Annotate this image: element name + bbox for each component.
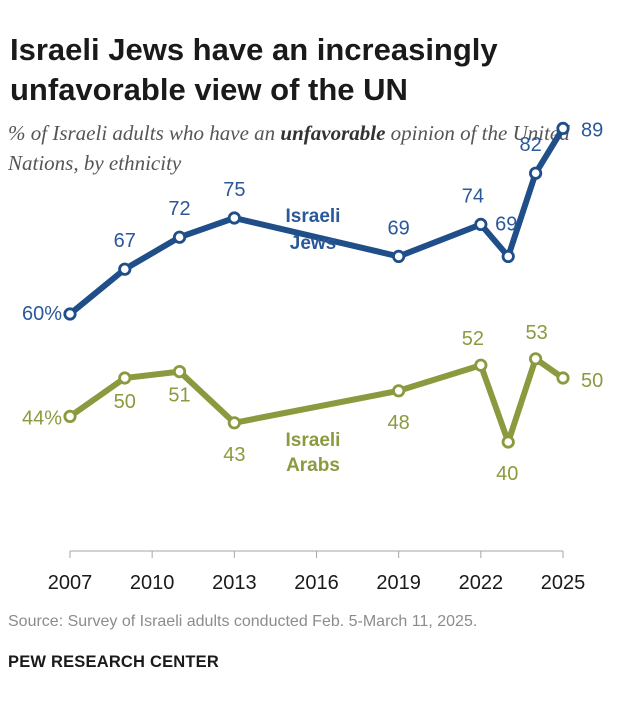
israeli-arabs-point-2024: [529, 352, 543, 366]
x-tick-label-2007: 2007: [48, 572, 93, 594]
israeli-jews-point-2019: [392, 249, 406, 263]
x-tick-label-2013: 2013: [212, 572, 257, 594]
israeli-jews-point-2023: [501, 249, 515, 263]
israeli-arabs-value-label-2025: 50: [581, 370, 603, 392]
subtitle-prefix: % of Israeli adults who have an: [8, 121, 281, 145]
israeli-jews-value-label-2019: 69: [388, 217, 410, 239]
israeli-arabs-point-2025: [556, 371, 570, 385]
israeli-arabs-point-2011: [172, 364, 187, 379]
israeli-arabs-series-label-line-2: Arabs: [286, 455, 340, 476]
subtitle-suffix: opinion of the United Nations, by ethnic…: [8, 121, 570, 175]
israeli-arabs-value-label-2009: 50: [114, 391, 136, 413]
israeli-jews-point-2011: [172, 230, 187, 244]
source-note: Source: Survey of Israeli adults conduct…: [8, 613, 478, 630]
israeli-arabs-point-2013: [227, 416, 241, 430]
series-lines: [67, 125, 566, 445]
israeli-jews-point-2024: [529, 166, 543, 180]
x-tick-label-2010: 2010: [130, 572, 175, 594]
x-tick-label-2025: 2025: [541, 572, 586, 594]
israeli-jews-series-label-line-2: Jews: [290, 233, 336, 254]
israeli-jews-value-label-2013: 75: [223, 179, 245, 201]
israeli-jews-value-label-2025: 89: [581, 119, 603, 141]
x-tick-label-2022: 2022: [459, 572, 504, 594]
israeli-arabs-value-label-2022: 52: [462, 328, 484, 350]
israeli-jews-value-label-2022: 74: [462, 185, 484, 207]
chart-subtitle: % of Israeli adults who have an unfavora…: [8, 118, 613, 178]
subtitle-emphasis: unfavorable: [280, 121, 386, 145]
x-tick-label-2019: 2019: [376, 572, 421, 594]
x-tick-label-2016: 2016: [294, 572, 339, 594]
line-chart: 2007 2010 2013 2016 2019 2022 2025 60% 67 72 75 69…: [22, 119, 603, 594]
israeli-arabs-value-label-2024: 53: [525, 322, 547, 344]
israeli-arabs-value-label-2023: 40: [496, 463, 518, 485]
israeli-arabs-point-2007: [63, 409, 77, 423]
israeli-jews-point-2022: [474, 217, 488, 231]
israeli-arabs-point-2022: [474, 358, 488, 372]
x-axis: 2007 2010 2013 2016 2019 2022 2025: [48, 550, 586, 594]
israeli-arabs-value-label-2019: 48: [388, 412, 410, 434]
data-labels: 60% 67 72 75 69 74 69 82 89 Israeli Jews 44% 50 51 43 4…: [22, 119, 603, 485]
israeli-jews-point-2007: [63, 307, 77, 321]
israeli-jews-value-label-2024: 82: [519, 134, 541, 156]
israeli-jews-value-label-2023: 69: [495, 213, 517, 235]
israeli-arabs-value-label-2007: 44%: [22, 407, 62, 429]
israeli-arabs-point-2023: [501, 435, 515, 449]
israeli-jews-point-2013: [227, 211, 241, 225]
israeli-arabs-value-label-2011: 51: [168, 385, 190, 407]
israeli-jews-value-label-2009: 67: [114, 230, 136, 252]
israeli-jews-value-label-2011: 72: [168, 198, 190, 220]
israeli-jews-value-label-2007: 60%: [22, 303, 62, 325]
pew-logo-text: PEW RESEARCH CENTER: [8, 653, 219, 671]
israeli-arabs-series-label-line-1: Israeli: [286, 430, 341, 451]
israeli-jews-point-2009: [118, 262, 132, 276]
israeli-jews-point-2025: [556, 121, 570, 135]
israeli-arabs-value-label-2013: 43: [223, 444, 245, 466]
chart-title: Israeli Jews have an increasingly unfavo…: [10, 32, 498, 107]
israeli-arabs-point-2009: [118, 371, 132, 385]
israeli-jews-series-label-line-1: Israeli: [286, 206, 341, 227]
israeli-arabs-point-2019: [392, 384, 406, 398]
series-markers: [63, 121, 570, 449]
